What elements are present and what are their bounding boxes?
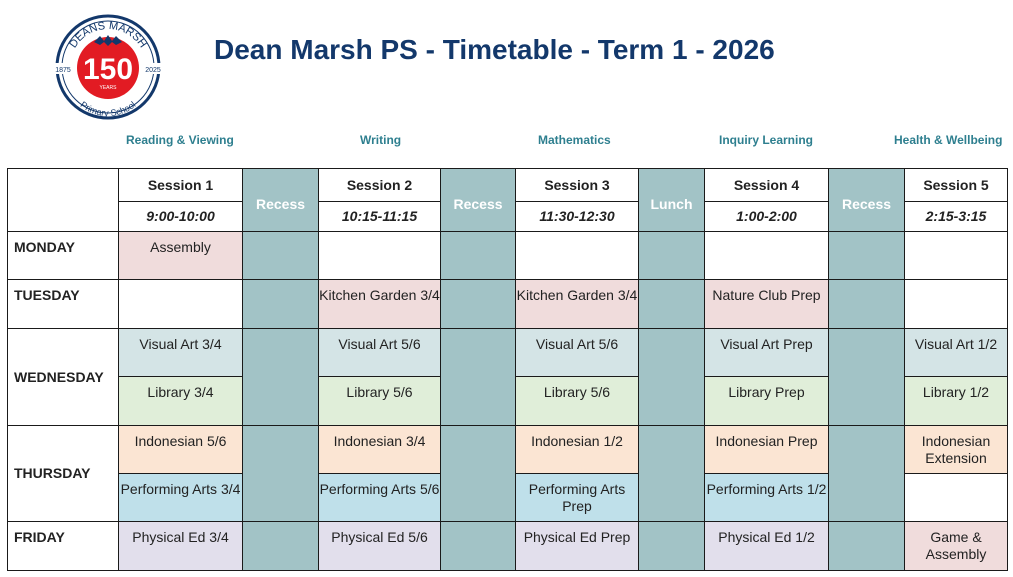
bird-icon [94,35,122,46]
cell-tuesday-s4: Nature Club Prep [704,279,829,329]
break-cell [638,521,705,571]
cell-friday-s3: Physical Ed Prep [515,521,639,571]
day-tuesday: TUESDAY [7,279,119,329]
cell-wednesday-a-s1: Visual Art 3/4 [118,328,243,377]
cell-tuesday-s1 [118,279,243,329]
break-cell [440,279,516,329]
cell-tuesday-s5 [904,279,1008,329]
break-cell [440,425,516,522]
break-cell [638,328,705,426]
break-cell [242,521,319,571]
corner-cell [7,168,119,232]
cell-friday-s5: Game & Assembly [904,521,1008,571]
cell-monday-s2 [318,231,441,280]
cell-wednesday-a-s5: Visual Art 1/2 [904,328,1008,377]
subject-reading: Reading & Viewing [126,133,234,147]
time-session-1: 9:00-10:00 [118,201,243,232]
cell-tuesday-s3: Kitchen Garden 3/4 [515,279,639,329]
break-cell [242,425,319,522]
header-recess-3: Recess [828,168,905,232]
cell-thursday-b-s1: Performing Arts 3/4 [118,473,243,522]
break-cell [440,521,516,571]
cell-monday-s5 [904,231,1008,280]
day-thursday: THURSDAY [7,425,119,522]
cell-thursday-a-s4: Indonesian Prep [704,425,829,474]
cell-friday-s4: Physical Ed 1/2 [704,521,829,571]
cell-thursday-b-s4: Performing Arts 1/2 [704,473,829,522]
break-cell [638,425,705,522]
cell-thursday-a-s1: Indonesian 5/6 [118,425,243,474]
cell-friday-s2: Physical Ed 5/6 [318,521,441,571]
header-session-3: Session 3 [515,168,639,202]
header-session-5: Session 5 [904,168,1008,202]
cell-wednesday-b-s4: Library Prep [704,376,829,426]
break-cell [242,231,319,280]
header-lunch: Lunch [638,168,705,232]
cell-thursday-a-s3: Indonesian 1/2 [515,425,639,474]
logo-year-left: 1875 [55,67,71,74]
break-cell [242,279,319,329]
header-session-1: Session 1 [118,168,243,202]
break-cell [828,521,905,571]
break-cell [828,425,905,522]
break-cell [638,279,705,329]
break-cell [828,231,905,280]
time-session-4: 1:00-2:00 [704,201,829,232]
cell-thursday-a-s5: Indonesian Extension [904,425,1008,474]
cell-wednesday-a-s2: Visual Art 5/6 [318,328,441,377]
cell-thursday-b-s2: Performing Arts 5/6 [318,473,441,522]
cell-monday-s3 [515,231,639,280]
break-cell [638,231,705,280]
cell-wednesday-b-s3: Library 5/6 [515,376,639,426]
time-session-5: 2:15-3:15 [904,201,1008,232]
cell-tuesday-s2: Kitchen Garden 3/4 [318,279,441,329]
day-friday: FRIDAY [7,521,119,571]
day-monday: MONDAY [7,231,119,280]
cell-wednesday-a-s3: Visual Art 5/6 [515,328,639,377]
cell-wednesday-b-s2: Library 5/6 [318,376,441,426]
cell-monday-s1: Assembly [118,231,243,280]
cell-wednesday-a-s4: Visual Art Prep [704,328,829,377]
subject-writing: Writing [360,133,402,147]
cell-monday-s4 [704,231,829,280]
logo-years: YEARS [100,85,118,91]
break-cell [828,328,905,426]
subject-inquiry: Inquiry Learning [719,133,814,147]
logo-year-right: 2025 [145,67,161,74]
cell-thursday-b-s5 [904,473,1008,522]
break-cell [242,328,319,426]
cell-wednesday-b-s1: Library 3/4 [118,376,243,426]
subject-health: Health & Wellbeing [894,133,1003,147]
timetable: Session 1 Recess Session 2 Recess Sessio… [7,168,1008,571]
day-wednesday: WEDNESDAY [7,328,119,426]
subject-mathematics: Mathematics [538,133,611,147]
school-logo: DEANS MARSH Primary School 1875 2025 150… [52,14,164,120]
break-cell [440,231,516,280]
header-session-2: Session 2 [318,168,441,202]
time-session-3: 11:30-12:30 [515,201,639,232]
header-recess-2: Recess [440,168,516,232]
cell-friday-s1: Physical Ed 3/4 [118,521,243,571]
logo-number: 150 [83,53,133,86]
header-recess-1: Recess [242,168,319,232]
page-title: Dean Marsh PS - Timetable - Term 1 - 202… [214,34,775,65]
header-session-4: Session 4 [704,168,829,202]
cell-thursday-a-s2: Indonesian 3/4 [318,425,441,474]
break-cell [440,328,516,426]
cell-wednesday-b-s5: Library 1/2 [904,376,1008,426]
break-cell [828,279,905,329]
cell-thursday-b-s3: Performing Arts Prep [515,473,639,522]
time-session-2: 10:15-11:15 [318,201,441,232]
